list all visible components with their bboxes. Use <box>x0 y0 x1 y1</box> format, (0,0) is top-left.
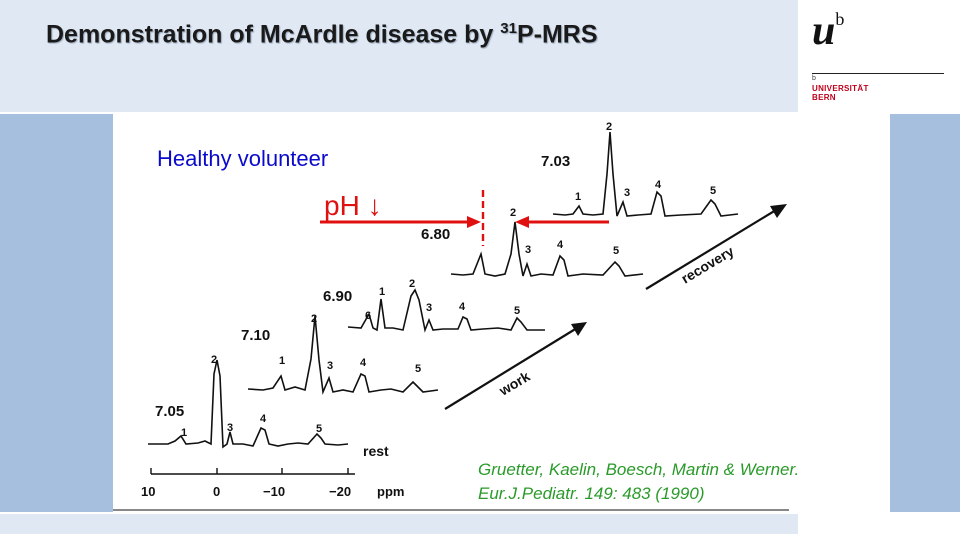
peak-label: 3 <box>426 302 432 314</box>
axis-tick-label: −20 <box>329 484 351 499</box>
work-arrow: work <box>444 322 587 410</box>
peak-label: 5 <box>613 245 619 257</box>
healthy-volunteer-label: Healthy volunteer <box>157 146 329 171</box>
peak-label: 4 <box>655 179 662 191</box>
peak-label: 4 <box>260 413 267 425</box>
logo-divider <box>812 73 944 74</box>
logo-line-1: UNIVERSITÄT <box>812 84 869 93</box>
axis-tick-label: −10 <box>263 484 285 499</box>
ph-value: 7.05 <box>155 403 184 420</box>
spectrum-trace <box>450 221 644 277</box>
peak-label: 2 <box>211 354 217 366</box>
peak-label: 3 <box>227 422 233 434</box>
peak-label: 1 <box>279 355 285 367</box>
spectrum-work-1: 7.10 1 2 3 4 5 <box>241 313 439 396</box>
peak-label: 1 <box>379 286 385 298</box>
peak-label: 2 <box>409 278 415 290</box>
spectra-figure: 7.05 1 2 3 4 5 rest 7.10 1 2 3 4 5 6.90 … <box>113 114 890 512</box>
peak-label: 2 <box>510 207 516 219</box>
peak-label: 3 <box>327 360 333 372</box>
spectrum-rest: 7.05 1 2 3 4 5 rest <box>148 354 389 459</box>
recovery-arrow: recovery <box>645 204 787 290</box>
ph-value: 7.10 <box>241 327 270 344</box>
ph-value: 7.03 <box>541 153 570 170</box>
slide-header: Demonstration of McArdle disease by 31P-… <box>0 0 798 112</box>
ppm-axis: 10 0 −10 −20 ppm <box>141 468 404 499</box>
logo-letter-sup: b <box>835 9 845 29</box>
peak-label: 5 <box>415 363 421 375</box>
peak-label: 4 <box>557 239 564 251</box>
title-superscript: 31 <box>500 20 517 37</box>
spectrum-trace <box>148 359 349 449</box>
ph-annotation <box>320 190 609 246</box>
axis-unit-label: ppm <box>377 484 404 499</box>
stage-label: rest <box>363 443 389 459</box>
logo-letter: u <box>812 8 836 54</box>
spectrum-recovery-1: 6.80 2 3 4 5 <box>421 207 644 277</box>
peak-label: 6 <box>365 310 371 322</box>
university-logo: ub b UNIVERSITÄT BERN <box>812 8 952 108</box>
peak-label: 4 <box>360 357 367 369</box>
peak-label: 3 <box>624 187 630 199</box>
spectrum-trace <box>552 131 739 217</box>
axis-tick-label: 0 <box>213 484 220 499</box>
peak-label: 5 <box>316 423 322 435</box>
footer-strip <box>0 514 798 534</box>
spectrum-trace <box>347 288 545 333</box>
ph-value: 6.90 <box>323 288 352 305</box>
citation-journal: Eur.J.Pediatr. 149: 483 (1990) <box>478 484 705 503</box>
slide-title: Demonstration of McArdle disease by 31P-… <box>46 20 598 49</box>
peak-label: 1 <box>575 191 581 203</box>
peak-label: 3 <box>525 244 531 256</box>
citation-authors: Gruetter, Kaelin, Boesch, Martin & Werne… <box>478 460 800 479</box>
peak-label: 2 <box>606 121 612 133</box>
peak-label: 4 <box>459 301 466 313</box>
logo-line-2: BERN <box>812 93 836 102</box>
peak-label: 1 <box>181 427 187 439</box>
logo-small-letter: b <box>812 75 816 82</box>
spectrum-recovery-2: 7.03 1 2 3 4 5 <box>541 121 739 217</box>
peak-label: 5 <box>514 305 520 317</box>
work-label: work <box>495 368 532 399</box>
citation: Gruetter, Kaelin, Boesch, Martin & Werne… <box>478 458 799 506</box>
title-text-tail: P-MRS <box>516 20 598 49</box>
ph-drop-label: pH ↓ <box>324 190 382 221</box>
logo-wordmark: UNIVERSITÄT BERN <box>812 84 869 102</box>
logo-mark: ub <box>812 10 844 52</box>
peak-label: 2 <box>311 313 317 325</box>
spectra-plot: 7.05 1 2 3 4 5 rest 7.10 1 2 3 4 5 6.90 … <box>113 121 789 511</box>
spectrum-trace <box>247 315 439 396</box>
title-text: Demonstration of McArdle disease by <box>46 20 501 49</box>
spectrum-work-2: 6.90 6 1 2 3 4 5 <box>323 278 545 333</box>
axis-tick-label: 10 <box>141 484 155 499</box>
peak-label: 5 <box>710 185 716 197</box>
ph-value: 6.80 <box>421 226 450 243</box>
